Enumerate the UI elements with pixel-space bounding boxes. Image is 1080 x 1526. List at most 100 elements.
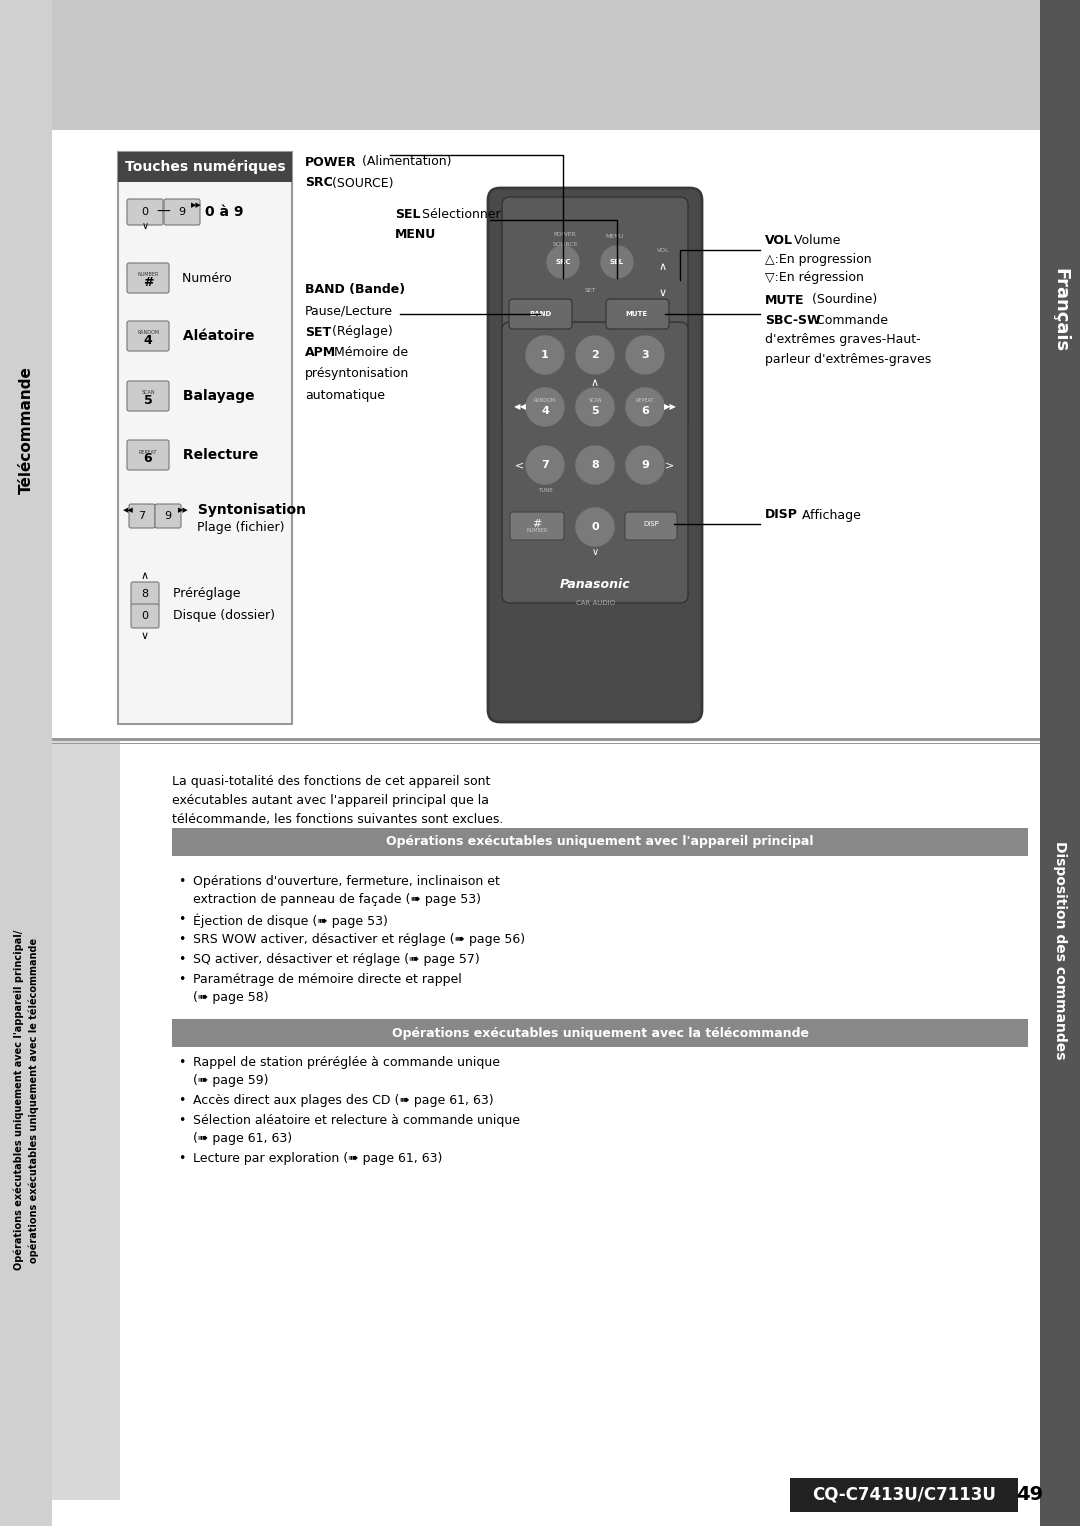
Text: 2: 2	[591, 349, 599, 360]
Bar	[52, 739, 1040, 742]
Text: (➠ page 59): (➠ page 59)	[193, 1074, 269, 1087]
Text: Touches numériques: Touches numériques	[124, 160, 285, 174]
Bar	[172, 1019, 1028, 1047]
Bar	[1040, 0, 1080, 1526]
Text: (➠ page 61, 63): (➠ page 61, 63)	[193, 1132, 292, 1144]
Text: ∨: ∨	[592, 546, 598, 557]
Text: (Réglage): (Réglage)	[328, 325, 393, 339]
Text: 4: 4	[541, 406, 549, 417]
Text: REPEAT: REPEAT	[636, 397, 654, 403]
Text: ▶▶: ▶▶	[663, 403, 676, 412]
Text: Sélection aléatoire et relecture à commande unique: Sélection aléatoire et relecture à comma…	[193, 1114, 519, 1128]
Text: MUTE: MUTE	[765, 293, 805, 307]
Text: 7: 7	[541, 459, 549, 470]
Text: •: •	[178, 1094, 186, 1106]
Text: ∨: ∨	[659, 288, 667, 298]
Text: 0 à 9: 0 à 9	[205, 204, 243, 220]
Text: SRC: SRC	[305, 177, 333, 189]
Text: Relecture: Relecture	[178, 449, 258, 462]
Circle shape	[576, 446, 615, 484]
Text: SEL: SEL	[395, 209, 420, 221]
Text: <: <	[515, 459, 525, 470]
FancyBboxPatch shape	[606, 299, 669, 330]
Text: RANDOM: RANDOM	[534, 397, 556, 403]
Text: REPEAT: REPEAT	[138, 450, 158, 455]
FancyBboxPatch shape	[129, 504, 156, 528]
Text: MENU: MENU	[606, 235, 624, 240]
Bar	[0, 0, 1080, 130]
Text: 5: 5	[144, 394, 152, 406]
Text: Opérations exécutables uniquement avec l'appareil principal: Opérations exécutables uniquement avec l…	[387, 836, 813, 848]
Text: 8: 8	[591, 459, 599, 470]
Text: 9: 9	[178, 208, 186, 217]
Text: Opérations exécutables uniquement avec la télécommande: Opérations exécutables uniquement avec l…	[391, 1027, 809, 1039]
Text: 0: 0	[141, 208, 149, 217]
Text: ∨: ∨	[140, 630, 149, 641]
Circle shape	[526, 336, 564, 374]
Bar	[52, 740, 120, 1500]
Text: Pause/Lecture: Pause/Lecture	[305, 305, 393, 317]
FancyBboxPatch shape	[502, 322, 688, 603]
Circle shape	[546, 246, 579, 278]
FancyBboxPatch shape	[488, 188, 702, 722]
Text: SET: SET	[584, 287, 596, 293]
Text: △:En progression: △:En progression	[765, 252, 872, 266]
Text: 7: 7	[138, 511, 146, 520]
Circle shape	[626, 446, 664, 484]
Text: extraction de panneau de façade (➠ page 53): extraction de panneau de façade (➠ page …	[193, 893, 481, 906]
Text: ▶▶: ▶▶	[191, 201, 202, 208]
Text: Disposition des commandes: Disposition des commandes	[1053, 841, 1067, 1059]
Text: automatique: automatique	[305, 389, 384, 401]
FancyBboxPatch shape	[127, 382, 168, 410]
Text: TUNE: TUNE	[538, 487, 552, 493]
FancyBboxPatch shape	[127, 439, 168, 470]
Text: Balayage: Balayage	[178, 389, 255, 403]
Text: 5: 5	[591, 406, 598, 417]
Text: BAND (Bande): BAND (Bande)	[305, 284, 405, 296]
Circle shape	[526, 388, 564, 426]
Text: VOL: VOL	[657, 247, 670, 252]
FancyBboxPatch shape	[127, 198, 163, 224]
Text: présyntonisation: présyntonisation	[305, 368, 409, 380]
Text: VOL: VOL	[765, 233, 793, 247]
Text: SOURCE: SOURCE	[552, 243, 578, 247]
Text: Affichage: Affichage	[798, 508, 861, 522]
Text: #: #	[143, 276, 153, 288]
Text: (Alimentation): (Alimentation)	[357, 156, 451, 168]
Bar	[172, 829, 1028, 856]
Bar	[118, 153, 292, 723]
Text: Lecture par exploration (➠ page 61, 63): Lecture par exploration (➠ page 61, 63)	[193, 1152, 443, 1164]
Text: Disque (dossier): Disque (dossier)	[165, 609, 275, 623]
Text: 4: 4	[144, 334, 152, 346]
Text: DISP: DISP	[765, 508, 798, 522]
Circle shape	[526, 446, 564, 484]
Text: SCAN: SCAN	[589, 397, 602, 403]
Text: ∧: ∧	[591, 378, 599, 388]
Text: Opérations exécutables uniquement avec l'appareil principal/
opérations exécutab: Opérations exécutables uniquement avec l…	[13, 929, 39, 1270]
Text: CQ-C7413U/C7113U: CQ-C7413U/C7113U	[812, 1486, 996, 1505]
Text: Paramétrage de mémoire directe et rappel: Paramétrage de mémoire directe et rappel	[193, 974, 462, 986]
Bar	[0, 0, 52, 1526]
Text: 3: 3	[642, 349, 649, 360]
Text: 8: 8	[141, 589, 149, 600]
Text: Plage (fichier): Plage (fichier)	[193, 522, 284, 534]
Text: Mémoire de: Mémoire de	[330, 346, 408, 360]
Text: d'extrêmes graves-Haut-: d'extrêmes graves-Haut-	[765, 334, 920, 346]
Text: Sélectionner: Sélectionner	[418, 209, 501, 221]
Text: ▶▶: ▶▶	[178, 507, 189, 513]
Text: #: #	[532, 519, 542, 530]
FancyBboxPatch shape	[625, 513, 677, 540]
Text: Panasonic: Panasonic	[559, 578, 631, 592]
Text: RANDOM: RANDOM	[137, 331, 159, 336]
FancyBboxPatch shape	[510, 513, 564, 540]
Text: •: •	[178, 932, 186, 946]
Text: Syntonisation: Syntonisation	[193, 504, 306, 517]
Text: SET: SET	[305, 325, 332, 339]
Text: NUMBER: NUMBER	[526, 528, 548, 534]
Text: 9: 9	[164, 511, 172, 520]
Text: POWER: POWER	[305, 156, 356, 168]
Text: >: >	[665, 459, 675, 470]
Circle shape	[626, 388, 664, 426]
Text: Accès direct aux plages des CD (➠ page 61, 63): Accès direct aux plages des CD (➠ page 6…	[193, 1094, 494, 1106]
Text: SBC-SW: SBC-SW	[765, 313, 821, 327]
